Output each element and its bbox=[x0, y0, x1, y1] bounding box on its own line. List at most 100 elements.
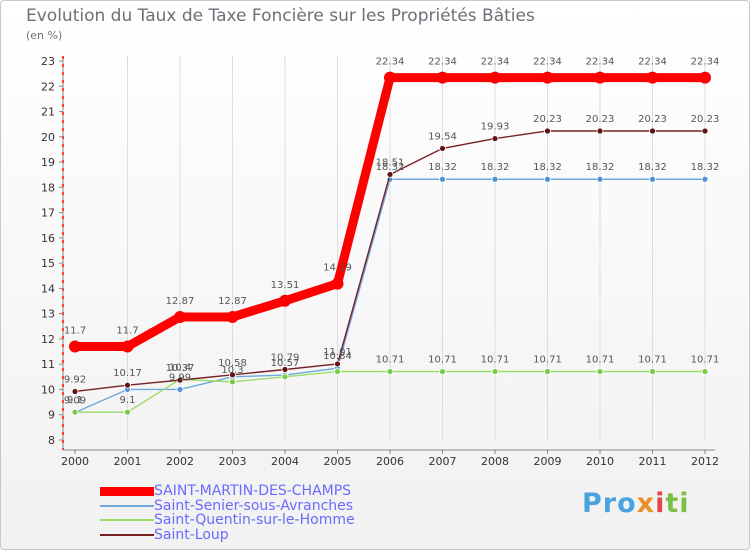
data-label: 18.32 bbox=[481, 162, 510, 173]
legend-label: SAINT-MARTIN-DES-CHAMPS bbox=[154, 483, 352, 499]
data-label: 22.34 bbox=[533, 57, 562, 68]
x-tick-label: 2010 bbox=[586, 455, 614, 468]
x-tick-label: 2007 bbox=[429, 455, 457, 468]
y-tick-label: 19 bbox=[41, 156, 55, 169]
data-point bbox=[334, 360, 341, 368]
logo-part-1: Pro bbox=[582, 488, 637, 519]
data-point bbox=[701, 175, 709, 183]
data-label: 18.32 bbox=[428, 162, 457, 173]
data-point bbox=[176, 376, 184, 384]
data-point bbox=[279, 294, 291, 307]
y-tick-label: 10 bbox=[41, 383, 55, 396]
data-point bbox=[174, 310, 186, 323]
data-label: 9.1 bbox=[120, 395, 136, 406]
data-label: 18.51 bbox=[376, 157, 405, 168]
x-tick-label: 2004 bbox=[271, 455, 299, 468]
data-label: 11.7 bbox=[64, 326, 86, 337]
data-point bbox=[331, 277, 344, 290]
y-tick-label: 17 bbox=[41, 207, 55, 220]
data-point bbox=[436, 71, 449, 84]
data-point bbox=[281, 373, 289, 381]
data-point bbox=[649, 127, 656, 135]
data-point bbox=[541, 71, 554, 84]
data-point bbox=[596, 127, 604, 135]
chart-subtitle: (en %) bbox=[26, 29, 63, 42]
data-label: 22.34 bbox=[691, 57, 720, 68]
x-tick-label: 2011 bbox=[639, 455, 667, 468]
y-tick-label: 22 bbox=[41, 80, 55, 93]
data-point bbox=[646, 71, 659, 84]
data-point bbox=[176, 386, 184, 393]
data-label: 10.71 bbox=[376, 355, 405, 366]
proxiti-logo: Proxiti bbox=[582, 488, 690, 519]
data-label: 13.51 bbox=[271, 280, 300, 291]
data-point bbox=[491, 175, 499, 183]
data-point bbox=[544, 175, 551, 183]
data-label: 22.34 bbox=[586, 57, 615, 68]
data-point bbox=[544, 127, 551, 135]
data-point bbox=[701, 127, 709, 135]
data-label: 20.23 bbox=[638, 114, 667, 125]
legend-label: Saint-Loup bbox=[154, 526, 229, 543]
legend-swatch bbox=[100, 504, 154, 507]
data-label: 10.79 bbox=[271, 353, 300, 364]
data-label: 10.17 bbox=[113, 368, 142, 379]
data-point bbox=[281, 366, 289, 373]
data-label: 22.34 bbox=[638, 57, 667, 68]
logo-part-4: ti bbox=[665, 488, 690, 519]
data-point bbox=[439, 145, 446, 152]
data-label: 18.32 bbox=[533, 162, 562, 173]
data-label: 10.71 bbox=[428, 355, 457, 366]
data-point bbox=[121, 340, 134, 353]
data-label: 9.92 bbox=[64, 374, 86, 385]
data-point bbox=[229, 371, 236, 379]
data-point bbox=[124, 408, 131, 416]
data-point bbox=[596, 175, 604, 183]
data-point bbox=[491, 368, 499, 375]
data-label: 18.32 bbox=[691, 162, 720, 173]
data-point bbox=[439, 368, 446, 375]
data-point bbox=[226, 310, 239, 323]
data-point bbox=[71, 388, 79, 395]
axes: 8 9 10 11 12 13 14 15 16 17 18 19 20 21 22 23 2000 2001 20… bbox=[41, 55, 719, 468]
data-point bbox=[594, 71, 606, 84]
y-tick-label: 15 bbox=[41, 257, 55, 270]
data-label: 18.32 bbox=[376, 162, 405, 173]
data-label: 19.54 bbox=[428, 131, 457, 142]
data-label: 22.34 bbox=[428, 57, 457, 68]
data-label: 14.19 bbox=[323, 263, 352, 274]
x-tick-label: 2006 bbox=[376, 455, 404, 468]
data-label: 20.23 bbox=[533, 114, 562, 125]
y-tick-label: 23 bbox=[41, 55, 55, 68]
data-label: 20.23 bbox=[691, 114, 720, 125]
y-tick-label: 9 bbox=[48, 409, 55, 422]
chart-title: Evolution du Taux de Taxe Foncière sur l… bbox=[26, 6, 535, 26]
data-label: 22.34 bbox=[376, 57, 405, 68]
x-tick-label: 2000 bbox=[61, 455, 89, 468]
y-tick-label: 13 bbox=[41, 308, 55, 321]
data-label: 10.71 bbox=[691, 355, 720, 366]
y-tick-label: 18 bbox=[41, 181, 55, 194]
data-point bbox=[386, 171, 394, 178]
x-tick-label: 2008 bbox=[481, 455, 509, 468]
data-label: 10.4 bbox=[169, 362, 191, 373]
data-point bbox=[699, 71, 711, 84]
legend-swatch bbox=[100, 486, 154, 496]
data-label: 10.37 bbox=[166, 363, 195, 374]
data-point bbox=[489, 71, 501, 84]
logo-part-2: x bbox=[636, 488, 656, 519]
x-tick-label: 2009 bbox=[534, 455, 562, 468]
data-label: 11.01 bbox=[323, 347, 352, 358]
legend-label: Saint-Senier-sous-Avranches bbox=[154, 497, 354, 514]
x-tick-label: 2002 bbox=[166, 455, 194, 468]
data-label: 9.99 bbox=[169, 372, 191, 383]
data-label: 10.71 bbox=[481, 355, 510, 366]
y-tick-label: 21 bbox=[41, 106, 55, 119]
data-point bbox=[334, 368, 341, 375]
data-point bbox=[491, 135, 499, 142]
data-point bbox=[124, 381, 131, 389]
y-tick-label: 14 bbox=[41, 282, 55, 295]
grid-lines bbox=[127, 56, 706, 440]
data-point bbox=[649, 175, 656, 183]
